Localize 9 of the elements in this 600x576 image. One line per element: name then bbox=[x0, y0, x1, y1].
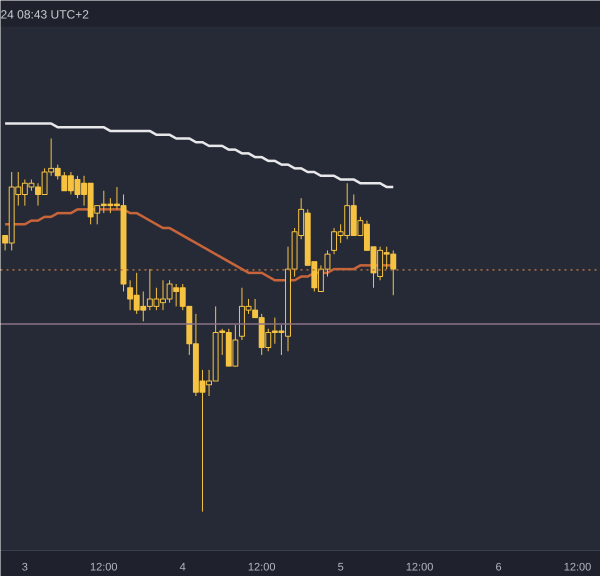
x-tick-label: 4 bbox=[180, 562, 186, 574]
x-tick-label: 6 bbox=[495, 562, 502, 574]
x-tick-label: 12:00 bbox=[90, 562, 118, 574]
x-tick-label: 12:00 bbox=[564, 562, 592, 574]
x-tick-label: 12:00 bbox=[406, 562, 434, 574]
x-tick-label: 5 bbox=[338, 562, 344, 574]
x-tick-label: 3 bbox=[22, 562, 28, 574]
text: 24 08:43 UTC+2 bbox=[0, 8, 90, 22]
x-tick-label: 12:00 bbox=[248, 562, 276, 574]
